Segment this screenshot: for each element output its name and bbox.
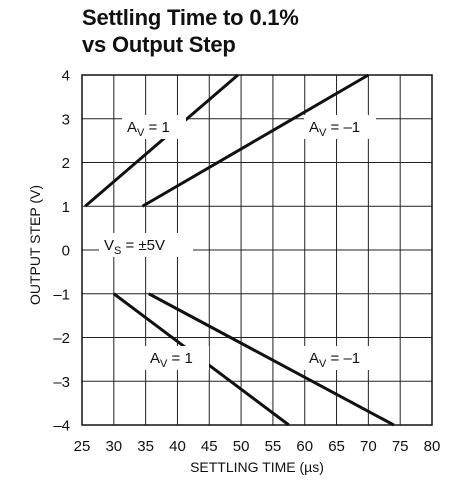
annotation-label: AV = 1 xyxy=(127,119,170,139)
x-tick-label: 40 xyxy=(169,438,186,455)
plot-border xyxy=(81,74,433,426)
x-tick-label: 70 xyxy=(360,438,377,455)
annotation-label: AV = –1 xyxy=(309,119,360,139)
y-tick-label: 4 xyxy=(62,68,70,85)
annotations: AV = 1 AV = –1 VS = ±5V AV = 1 AV = –1 xyxy=(99,115,376,370)
plot-frame xyxy=(81,74,433,426)
y-tick-label: –2 xyxy=(53,330,70,347)
annotation-background xyxy=(99,233,193,257)
annotation-label: AV = 1 xyxy=(150,350,193,370)
series-line-4 xyxy=(148,292,395,427)
y-tick-label: 0 xyxy=(62,243,70,260)
annotation-background xyxy=(145,346,209,370)
x-tick-label: 50 xyxy=(233,438,250,455)
annotation-label: VS = ±5V xyxy=(104,237,165,257)
x-axis-label: SETTLING TIME (µs) xyxy=(190,459,324,475)
annotation-label: AV = –1 xyxy=(309,350,360,370)
x-tick-label: 35 xyxy=(137,438,154,455)
y-tick-label: 1 xyxy=(62,199,70,216)
y-axis-label: OUTPUT STEP (V) xyxy=(27,185,43,305)
y-tick-label: –3 xyxy=(53,374,70,391)
y-tick-label: –1 xyxy=(53,286,70,303)
annotation-background xyxy=(304,115,376,139)
series-line-2 xyxy=(141,73,370,208)
x-tick-label: 60 xyxy=(296,438,313,455)
annotation-background xyxy=(122,115,186,139)
y-tick-label: 3 xyxy=(62,111,70,128)
x-tick-label: 80 xyxy=(424,438,441,455)
chart-title-line-1: Settling Time to 0.1% xyxy=(82,5,299,30)
chart-title-line-2: vs Output Step xyxy=(82,32,236,57)
annotation-background xyxy=(304,346,376,370)
chart-title: Settling Time to 0.1% vs Output Step xyxy=(82,4,299,58)
x-tick-label: 65 xyxy=(328,438,345,455)
y-tick-label: –4 xyxy=(53,418,70,435)
x-tick-label: 30 xyxy=(105,438,122,455)
x-tick-label: 75 xyxy=(392,438,409,455)
x-tick-label: 45 xyxy=(201,438,218,455)
x-tick-label: 55 xyxy=(265,438,282,455)
series-lines xyxy=(84,73,395,427)
x-tick-label: 25 xyxy=(74,438,91,455)
y-axis-ticks: 4 3 2 1 0 –1 –2 –3 –4 xyxy=(53,68,70,435)
y-tick-label: 2 xyxy=(62,155,70,172)
series-line-1 xyxy=(84,73,239,208)
x-axis-ticks: 25 30 35 40 45 50 55 60 65 70 75 80 xyxy=(74,438,441,455)
